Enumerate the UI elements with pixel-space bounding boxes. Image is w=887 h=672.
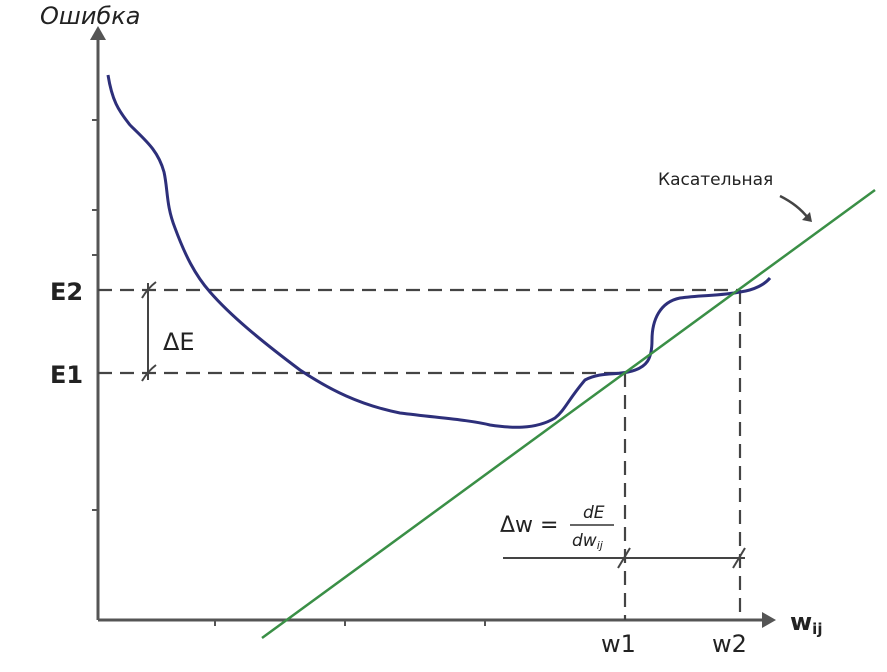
denominator-sub: ij bbox=[597, 539, 604, 552]
x-label-main: w bbox=[790, 608, 812, 636]
tangent-pointer bbox=[779, 194, 809, 219]
y-label: Ошибка bbox=[40, 2, 140, 30]
denominator-main: dw bbox=[572, 531, 597, 551]
formula-lhs: Δw = bbox=[500, 513, 558, 538]
tangent-line bbox=[261, 188, 876, 640]
y-arrow bbox=[90, 26, 106, 40]
w1-label: w1 bbox=[601, 630, 636, 658]
e1-label: E1 bbox=[50, 361, 83, 389]
tangent-pointer-head bbox=[802, 212, 812, 222]
delta-e-bracket bbox=[141, 281, 157, 382]
tangent-label: Касательная bbox=[658, 170, 773, 190]
x-label-sub: ij bbox=[812, 620, 822, 638]
delta-w-bracket bbox=[503, 547, 746, 569]
delta-e-label: ΔE bbox=[163, 328, 195, 356]
error-curve bbox=[106, 74, 772, 429]
formula-denominator: dwij bbox=[572, 531, 604, 552]
w2-label: w2 bbox=[712, 630, 747, 658]
ticks bbox=[92, 119, 486, 626]
e2-label: E2 bbox=[50, 278, 83, 306]
x-arrow bbox=[762, 612, 776, 628]
x-label: wij bbox=[790, 608, 822, 638]
formula-numerator: dE bbox=[583, 503, 605, 523]
